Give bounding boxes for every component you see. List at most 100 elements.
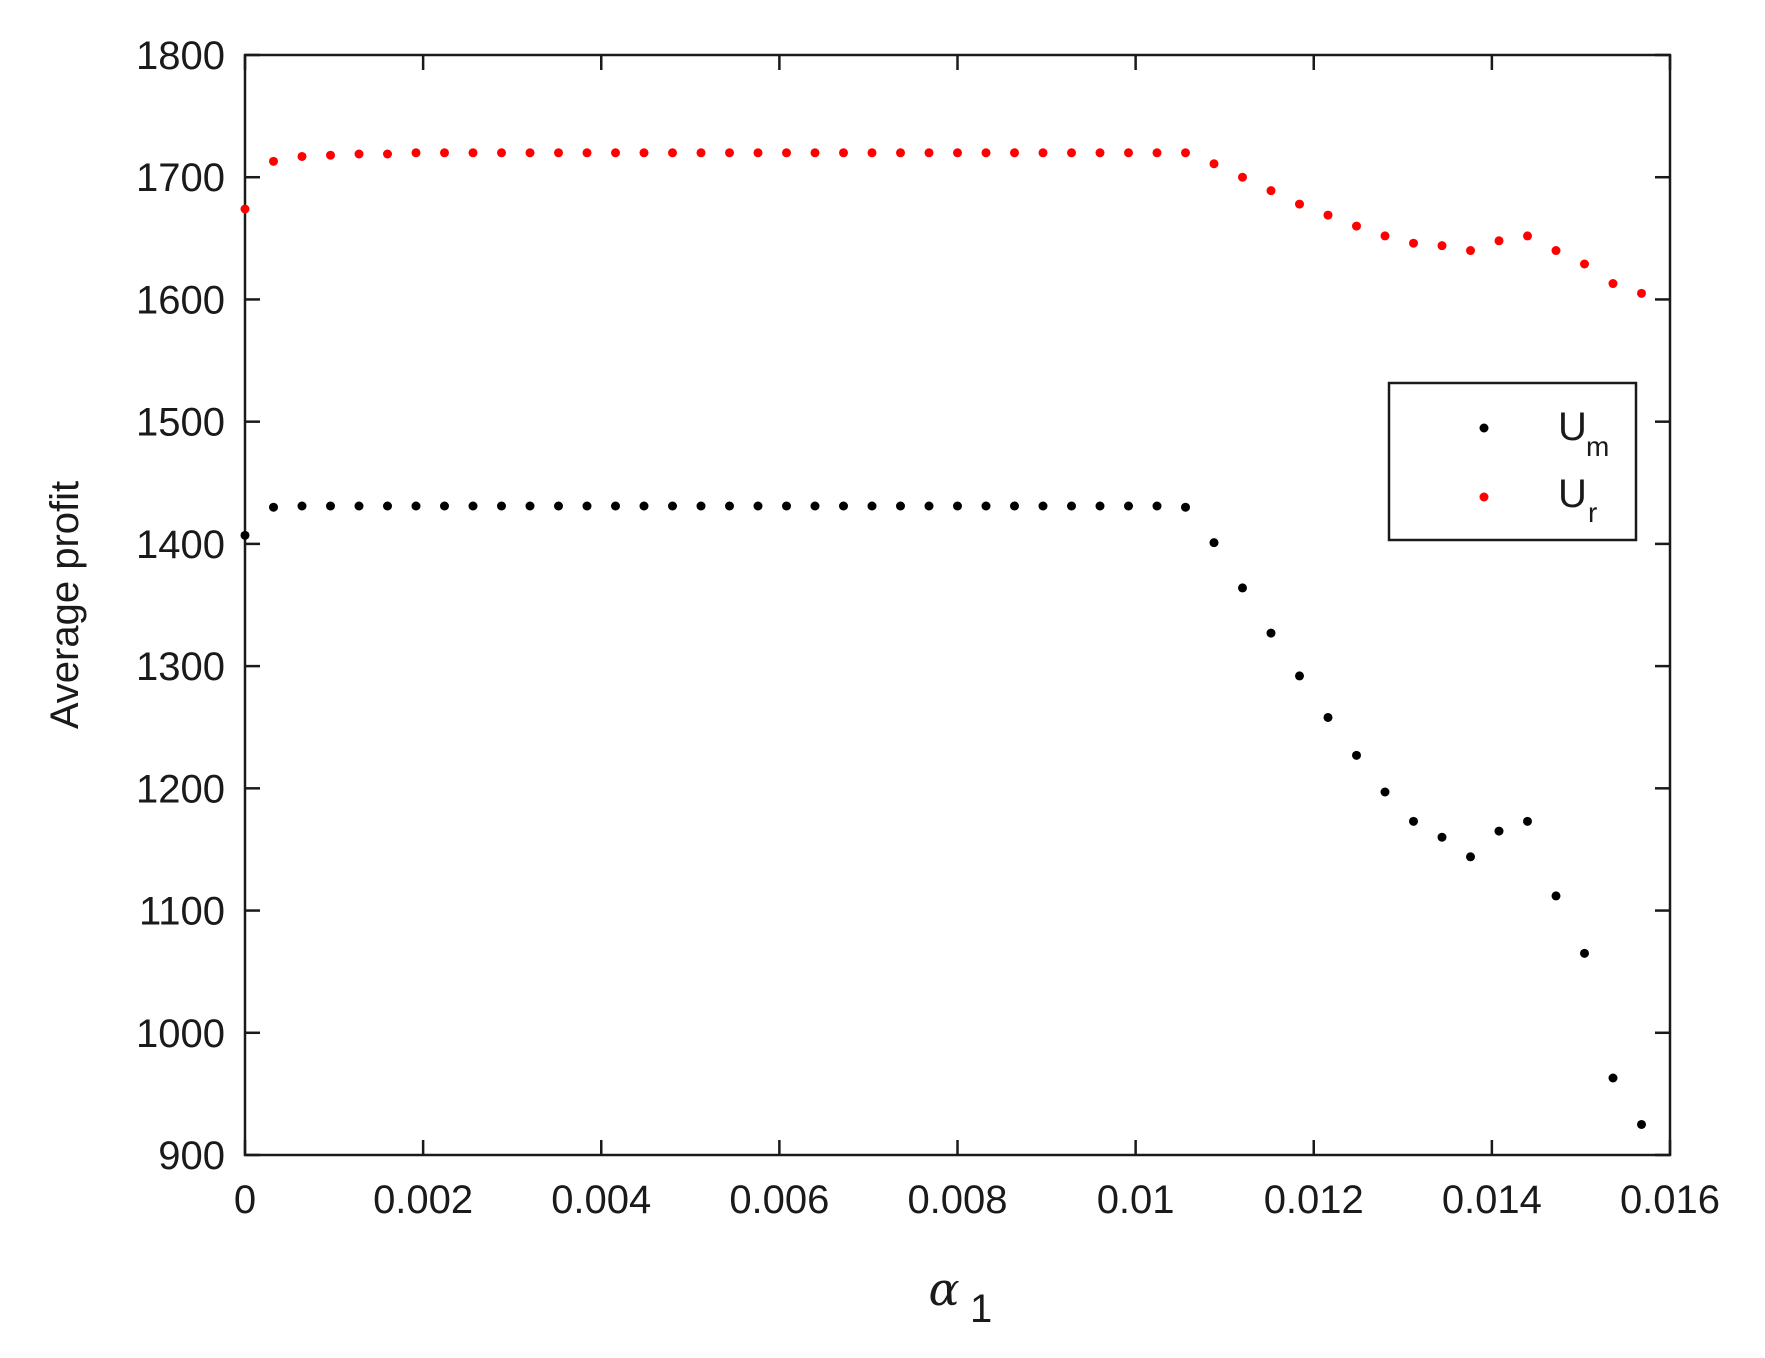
data-point-r <box>924 148 934 158</box>
y-tick-label: 1400 <box>136 523 225 567</box>
x-ticks: 0 0.002 0.004 0.006 0.008 0.01 0.012 0.014 0.016 <box>234 55 1720 1222</box>
data-point-r <box>582 148 592 158</box>
data-point-m <box>326 501 335 511</box>
legend: U m U r <box>1387 381 1638 542</box>
data-point-r <box>867 148 877 158</box>
data-point-r <box>953 148 962 158</box>
data-point-r <box>1352 221 1361 231</box>
y-tick-label: 1300 <box>136 645 225 689</box>
data-point-r <box>611 148 620 158</box>
data-point-r <box>839 148 848 158</box>
data-point-m <box>953 501 962 511</box>
data-point-m <box>924 501 934 511</box>
y-tick-label: 1700 <box>136 156 225 200</box>
data-point-r <box>1124 148 1133 158</box>
data-point-r <box>1323 210 1333 220</box>
x-tick-label: 0.002 <box>373 1178 473 1222</box>
data-point-r <box>1067 148 1076 158</box>
data-point-r <box>1580 259 1589 269</box>
data-point-r <box>269 156 278 166</box>
data-point-m <box>1295 671 1304 681</box>
data-point-r <box>1095 148 1105 158</box>
data-point-r <box>468 148 478 158</box>
data-point-r <box>326 150 335 160</box>
data-point-r <box>1380 231 1390 241</box>
data-point-r <box>497 148 506 158</box>
data-point-m <box>1067 501 1076 511</box>
data-point-m <box>639 501 649 511</box>
legend-item-ur: U r <box>1479 472 1597 528</box>
data-point-m <box>867 501 877 511</box>
data-point-m <box>1551 891 1561 901</box>
series-m <box>240 501 1646 1129</box>
data-point-r <box>668 148 677 158</box>
data-point-m <box>497 501 506 511</box>
legend-box <box>1387 381 1638 542</box>
legend-label-ur: U <box>1558 472 1587 516</box>
data-point-m <box>297 501 307 511</box>
data-point-m <box>782 501 791 511</box>
data-point-m <box>354 501 364 511</box>
data-point-m <box>1181 502 1190 512</box>
svg-text:r: r <box>1588 497 1597 528</box>
data-point-m <box>668 501 677 511</box>
svg-text:m: m <box>1586 431 1609 462</box>
data-point-r <box>810 148 820 158</box>
data-point-m <box>1266 628 1276 638</box>
y-tick-label: 1100 <box>139 890 225 934</box>
data-point-r <box>1295 199 1304 209</box>
data-point-r <box>1551 246 1561 256</box>
data-point-m <box>1152 501 1162 511</box>
data-point-r <box>1038 148 1048 158</box>
data-point-m <box>810 501 820 511</box>
data-point-r <box>1181 148 1190 158</box>
data-point-r <box>1152 148 1162 158</box>
data-point-m <box>1637 1119 1646 1129</box>
legend-label-um: U <box>1558 405 1587 449</box>
data-point-m <box>1095 501 1105 511</box>
data-point-r <box>383 149 392 159</box>
data-point-m <box>753 501 763 511</box>
data-point-m <box>440 501 449 511</box>
data-point-m <box>1608 1073 1618 1083</box>
data-point-r <box>1238 172 1247 182</box>
x-tick-label: 0 <box>234 1178 256 1222</box>
y-tick-label: 1800 <box>136 34 225 78</box>
data-point-r <box>1437 241 1447 251</box>
data-point-m <box>468 501 478 511</box>
svg-text:1: 1 <box>970 1287 992 1331</box>
data-points <box>240 148 1646 1129</box>
data-point-m <box>1580 948 1589 958</box>
legend-marker-um <box>1479 423 1489 433</box>
data-point-m <box>1323 712 1333 722</box>
data-point-m <box>1409 816 1418 826</box>
data-point-r <box>725 148 734 158</box>
data-point-m <box>981 501 991 511</box>
data-point-m <box>696 501 706 511</box>
data-point-m <box>383 501 392 511</box>
data-point-m <box>1352 750 1361 760</box>
y-tick-label: 1600 <box>136 278 225 322</box>
plot-area <box>243 53 1672 1157</box>
y-tick-label: 1200 <box>136 767 225 811</box>
data-point-r <box>1010 148 1019 158</box>
data-point-m <box>1010 501 1019 511</box>
data-point-m <box>240 530 250 540</box>
data-point-r <box>411 148 421 158</box>
data-point-m <box>839 501 848 511</box>
data-point-r <box>981 148 991 158</box>
data-point-m <box>611 501 620 511</box>
data-point-m <box>725 501 734 511</box>
data-point-r <box>1608 279 1618 289</box>
x-tick-label: 0.01 <box>1097 1178 1175 1222</box>
data-point-m <box>1124 501 1133 511</box>
data-point-r <box>782 148 791 158</box>
legend-item-um: U m <box>1479 405 1609 462</box>
data-point-r <box>1266 186 1276 196</box>
data-point-m <box>525 501 535 511</box>
data-point-m <box>1380 787 1390 797</box>
x-tick-label: 0.006 <box>729 1178 829 1222</box>
data-point-r <box>696 148 706 158</box>
data-point-m <box>411 501 421 511</box>
